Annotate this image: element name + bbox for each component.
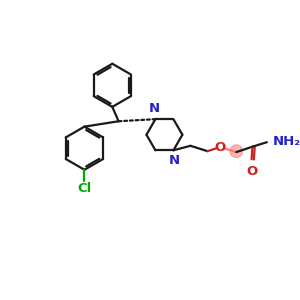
- Text: O: O: [214, 141, 226, 154]
- Text: NH₂: NH₂: [273, 135, 300, 148]
- Text: O: O: [246, 165, 257, 178]
- Text: N: N: [149, 102, 160, 115]
- Circle shape: [230, 145, 243, 158]
- Text: Cl: Cl: [77, 182, 92, 195]
- Text: N: N: [169, 154, 180, 167]
